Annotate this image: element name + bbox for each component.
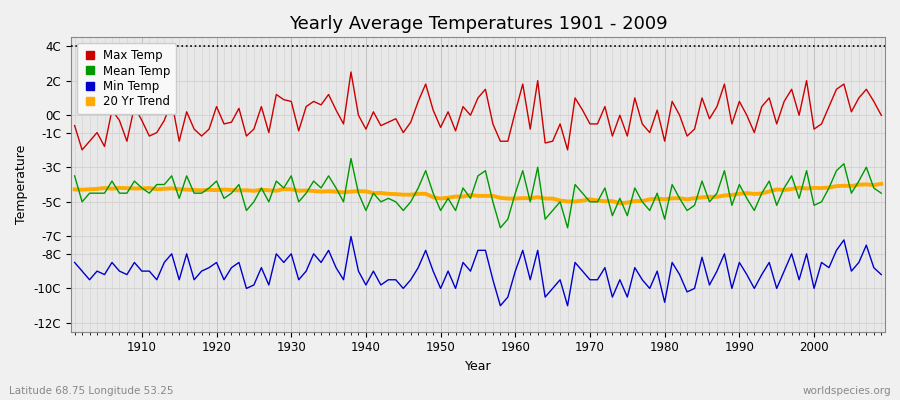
20 Yr Trend	[129, 186, 140, 191]
Max Temp	[76, 148, 87, 152]
Line: Max Temp: Max Temp	[75, 72, 881, 150]
Y-axis label: Temperature: Temperature	[15, 145, 28, 224]
Max Temp	[615, 113, 626, 118]
Line: 20 Yr Trend: 20 Yr Trend	[75, 184, 881, 203]
Text: worldspecies.org: worldspecies.org	[803, 386, 891, 396]
Min Temp	[346, 234, 356, 239]
Min Temp	[876, 272, 886, 277]
20 Yr Trend	[293, 188, 304, 193]
Min Temp	[293, 277, 304, 282]
Title: Yearly Average Temperatures 1901 - 2009: Yearly Average Temperatures 1901 - 2009	[289, 15, 667, 33]
Mean Temp	[346, 156, 356, 161]
Max Temp	[518, 82, 528, 86]
Min Temp	[69, 260, 80, 265]
X-axis label: Year: Year	[464, 360, 491, 373]
Mean Temp	[69, 174, 80, 178]
Max Temp	[525, 127, 535, 132]
Line: Min Temp: Min Temp	[75, 236, 881, 306]
20 Yr Trend	[502, 196, 513, 201]
Mean Temp	[876, 191, 886, 196]
20 Yr Trend	[876, 182, 886, 186]
Line: Mean Temp: Mean Temp	[75, 158, 881, 228]
Text: Latitude 68.75 Longitude 53.25: Latitude 68.75 Longitude 53.25	[9, 386, 174, 396]
Min Temp	[525, 277, 535, 282]
Mean Temp	[129, 179, 140, 184]
Mean Temp	[338, 200, 349, 204]
Min Temp	[518, 248, 528, 253]
20 Yr Trend	[510, 196, 521, 201]
Mean Temp	[615, 196, 626, 201]
Mean Temp	[293, 200, 304, 204]
Min Temp	[615, 277, 626, 282]
20 Yr Trend	[599, 199, 610, 204]
20 Yr Trend	[69, 187, 80, 192]
20 Yr Trend	[338, 190, 349, 195]
Mean Temp	[495, 226, 506, 230]
Min Temp	[338, 277, 349, 282]
Mean Temp	[518, 168, 528, 173]
Max Temp	[876, 113, 886, 118]
Legend: Max Temp, Mean Temp, Min Temp, 20 Yr Trend: Max Temp, Mean Temp, Min Temp, 20 Yr Tre…	[76, 43, 176, 114]
Min Temp	[129, 260, 140, 265]
Max Temp	[353, 113, 364, 118]
Mean Temp	[525, 200, 535, 204]
Max Temp	[137, 118, 148, 123]
Max Temp	[346, 70, 356, 74]
20 Yr Trend	[615, 201, 626, 206]
Max Temp	[69, 123, 80, 128]
Max Temp	[301, 104, 311, 109]
Min Temp	[495, 303, 506, 308]
